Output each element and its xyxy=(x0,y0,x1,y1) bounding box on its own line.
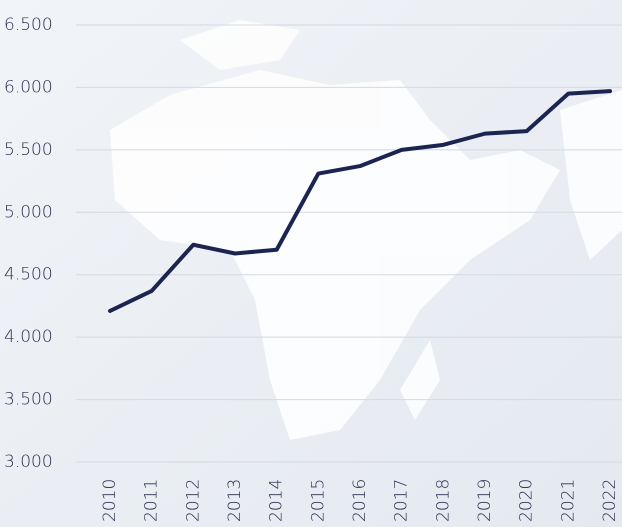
x-tick-label: 2021 xyxy=(558,479,578,522)
x-tick-label: 2022 xyxy=(600,479,620,522)
x-tick-label: 2015 xyxy=(308,479,328,522)
y-tick-label: 5.500 xyxy=(4,140,53,160)
y-tick-label: 3.500 xyxy=(4,390,53,410)
x-tick-label: 2011 xyxy=(142,479,162,522)
y-tick-label: 3.000 xyxy=(4,452,53,472)
y-tick-label: 4.000 xyxy=(4,327,53,347)
y-tick-label: 6.500 xyxy=(4,15,53,35)
x-tick-label: 2016 xyxy=(350,479,370,522)
y-tick-label: 4.500 xyxy=(4,265,53,285)
data-line xyxy=(108,89,612,313)
x-tick-label: 2012 xyxy=(183,479,203,522)
x-tick-label: 2020 xyxy=(517,479,537,522)
y-tick-label: 6.000 xyxy=(4,77,53,97)
x-tick-label: 2010 xyxy=(100,479,120,522)
map-silhouette xyxy=(110,20,622,440)
y-tick-label: 5.000 xyxy=(4,202,53,222)
x-tick-label: 2017 xyxy=(392,479,412,522)
x-tick-label: 2018 xyxy=(433,479,453,522)
x-tick-label: 2019 xyxy=(475,479,495,522)
x-tick-label: 2014 xyxy=(267,479,287,522)
x-tick-label: 2013 xyxy=(225,479,245,522)
